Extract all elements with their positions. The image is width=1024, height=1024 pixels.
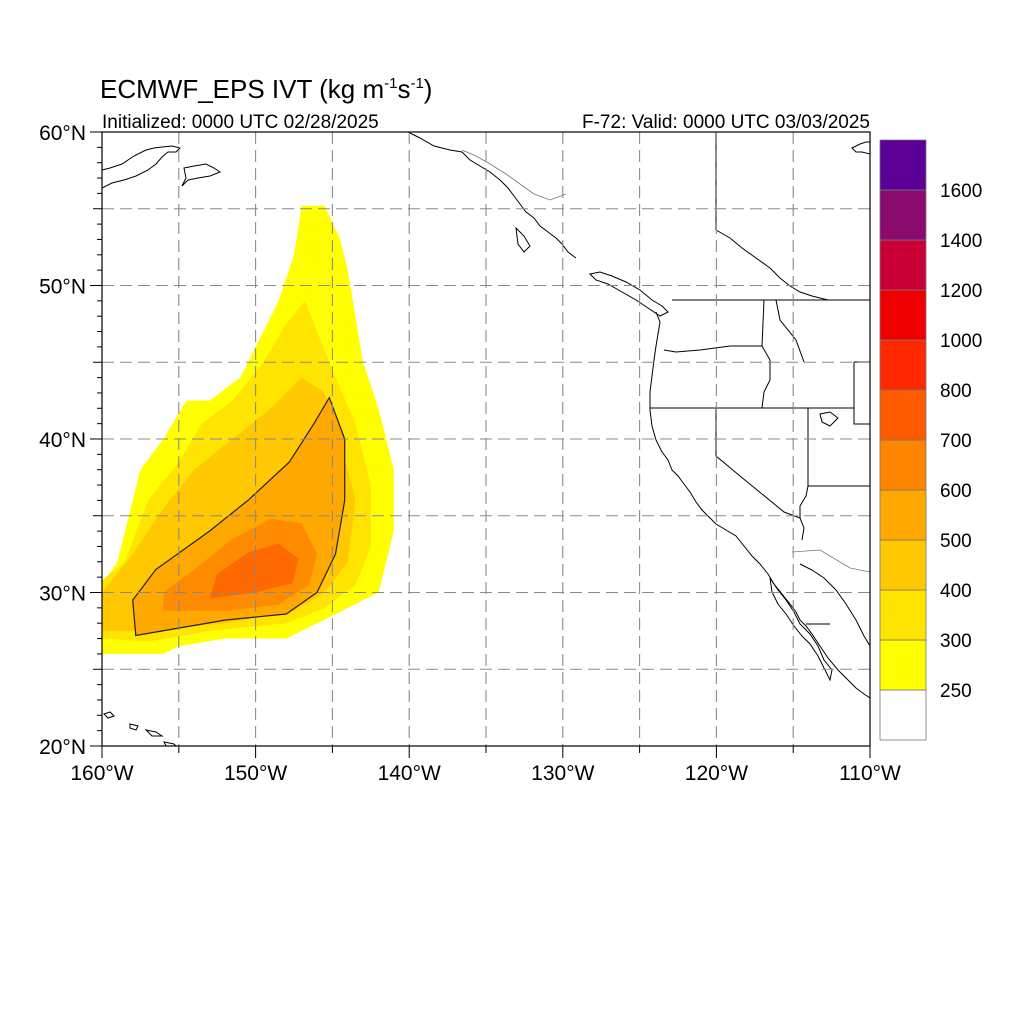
- ivt-contour-700: [209, 543, 299, 599]
- idaho-montana-border: [775, 299, 805, 363]
- colorbar-label: 250: [940, 681, 972, 702]
- gulf-california-coast: [799, 563, 870, 647]
- colorbar-box: [879, 689, 927, 741]
- bc-alberta-border: [715, 229, 870, 301]
- lon-label: 120°W: [685, 762, 748, 785]
- vancouver-island-coast: [588, 271, 669, 317]
- se-alaska-coast: [407, 132, 577, 259]
- init-time-label: Initialized: 0000 UTC 02/28/2025: [102, 112, 379, 133]
- baja-coast: [769, 577, 833, 682]
- colorbar-box: [879, 339, 927, 391]
- valid-time-label: F-72: Valid: 0000 UTC 03/03/2025: [582, 112, 870, 133]
- colorbar-box: [879, 639, 927, 691]
- lon-label: 140°W: [378, 762, 441, 785]
- colorbar-box: [879, 539, 927, 591]
- hawaii-big-island: [163, 741, 177, 746]
- alaska-canada-border: [461, 149, 567, 201]
- colorbar-box: [879, 389, 927, 441]
- lon-label: 160°W: [70, 762, 133, 785]
- colorbar-label: 400: [940, 581, 972, 602]
- us-mexico-border: [791, 549, 870, 573]
- alaska-peninsula-coast: [102, 145, 181, 189]
- colorbar-label: 600: [940, 481, 972, 502]
- washington-oregon-border: [663, 299, 765, 353]
- colorbar: 250 300 400 500 600 700 800 1000 1200 1400 1600: [879, 139, 982, 741]
- colorbar-box: [879, 139, 927, 191]
- lon-label: 150°W: [224, 762, 287, 785]
- lon-label: 110°W: [839, 762, 901, 785]
- colorbar-box: [879, 289, 927, 341]
- political-borders: [461, 132, 870, 625]
- colorbar-label: 1400: [940, 231, 982, 252]
- colorbar-label: 800: [940, 381, 972, 402]
- kodiak-coast: [181, 163, 222, 187]
- us-west-coast: [649, 311, 870, 699]
- colorbar-box: [879, 239, 927, 291]
- lat-label: 60°N: [39, 122, 86, 145]
- hawaii-maui: [144, 729, 164, 737]
- coastlines: [102, 132, 870, 746]
- arizona-california-border: [799, 485, 809, 541]
- hawaii-oahu: [129, 723, 139, 731]
- colorbar-box: [879, 189, 927, 241]
- map-title: ECMWF_EPS IVT (kg m-1s-1): [100, 74, 432, 104]
- colorbar-box: [879, 589, 927, 641]
- colorbar-box: [879, 439, 927, 491]
- colorbar-label: 700: [940, 431, 972, 452]
- colorbar-label: 1200: [940, 281, 982, 302]
- lon-label: 130°W: [531, 762, 594, 785]
- axis-labels: 160°W 150°W 140°W 130°W 120°W 110°W 60°N 50°N 40…: [39, 122, 901, 785]
- hawaii-kauai: [103, 711, 115, 719]
- graticule: [102, 132, 870, 746]
- lat-label: 50°N: [39, 276, 86, 299]
- hudson-inlet-coast: [851, 141, 870, 155]
- colorbar-box: [879, 489, 927, 541]
- axis-ticks: [90, 131, 871, 758]
- lat-label: 30°N: [39, 583, 86, 606]
- map-panel: 160°W 150°W 140°W 130°W 120°W 110°W 60°N 50°N 40…: [39, 122, 901, 785]
- oregon-idaho-border: [761, 345, 771, 409]
- colorbar-label: 1000: [940, 331, 982, 352]
- colorbar-label: 500: [940, 531, 972, 552]
- colorbar-label: 300: [940, 631, 972, 652]
- lat-label: 20°N: [39, 736, 86, 759]
- ivt-shading: [102, 205, 394, 654]
- lat-label: 40°N: [39, 429, 86, 452]
- great-salt-lake: [819, 411, 839, 427]
- ivt-probability-outline: [132, 396, 346, 637]
- colorbar-label: 1600: [940, 181, 982, 202]
- haida-gwaii-coast: [515, 226, 531, 253]
